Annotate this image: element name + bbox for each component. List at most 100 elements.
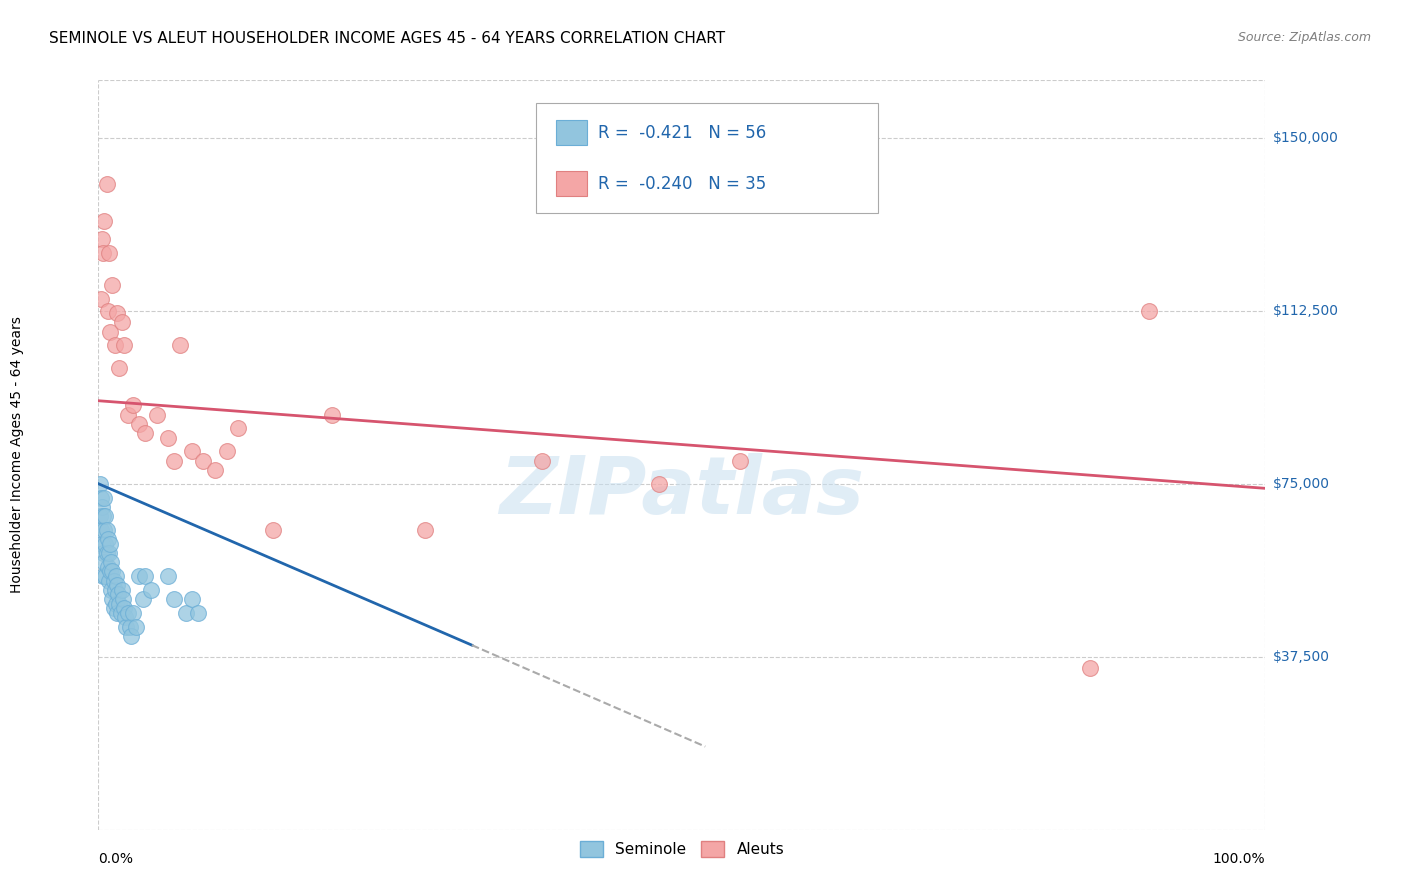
Point [215, 444, 238, 458]
Point [122, 398, 145, 412]
Point [117, 408, 139, 422]
Point [104, 597, 127, 611]
Point [105, 606, 128, 620]
Point [117, 606, 139, 620]
Text: 0.0%: 0.0% [98, 852, 134, 866]
Point [169, 338, 191, 352]
Legend: Seminole, Aleuts: Seminole, Aleuts [574, 835, 790, 863]
Point [1137, 303, 1160, 318]
Point [134, 569, 156, 583]
Text: R =  -0.240   N = 35: R = -0.240 N = 35 [598, 175, 766, 193]
Point [128, 417, 150, 431]
Point [163, 453, 186, 467]
Text: $37,500: $37,500 [1272, 649, 1330, 664]
Point [96, 177, 118, 191]
Point [228, 421, 250, 435]
Point [94, 537, 117, 551]
Point [174, 606, 197, 620]
Point [111, 582, 134, 597]
Point [98, 325, 121, 339]
Point [91, 546, 114, 560]
Point [204, 463, 226, 477]
Text: SEMINOLE VS ALEUT HOUSEHOLDER INCOME AGES 45 - 64 YEARS CORRELATION CHART: SEMINOLE VS ALEUT HOUSEHOLDER INCOME AGE… [49, 31, 725, 46]
Point [91, 569, 114, 583]
Point [94, 569, 117, 583]
Point [111, 315, 134, 329]
Point [91, 508, 114, 523]
Point [97, 546, 120, 560]
Point [110, 606, 132, 620]
Point [108, 597, 131, 611]
Point [193, 453, 215, 467]
Point [105, 578, 128, 592]
Point [101, 278, 124, 293]
Point [413, 523, 436, 537]
Point [107, 587, 129, 601]
Point [97, 574, 120, 588]
Point [111, 592, 134, 607]
Point [157, 569, 180, 583]
Point [96, 523, 118, 537]
Point [90, 293, 112, 307]
Point [90, 523, 112, 537]
Text: $112,500: $112,500 [1272, 304, 1339, 318]
Point [125, 620, 148, 634]
Point [93, 214, 115, 228]
Point [101, 592, 124, 607]
Point [101, 565, 124, 579]
Point [98, 537, 121, 551]
Point [100, 555, 122, 569]
Point [157, 431, 180, 445]
Point [100, 582, 122, 597]
Point [647, 476, 669, 491]
Point [93, 555, 115, 569]
Point [96, 546, 118, 560]
Point [89, 476, 111, 491]
Point [93, 491, 115, 505]
Point [115, 620, 138, 634]
Point [180, 592, 202, 607]
Point [118, 620, 141, 634]
Text: 100.0%: 100.0% [1213, 852, 1265, 866]
Point [104, 338, 127, 352]
Point [90, 232, 112, 246]
Point [93, 523, 115, 537]
Point [89, 508, 111, 523]
Text: $75,000: $75,000 [1272, 476, 1330, 491]
Point [98, 565, 121, 579]
Point [112, 338, 135, 352]
Point [103, 601, 125, 615]
Point [112, 601, 135, 615]
Point [104, 569, 127, 583]
Point [134, 425, 156, 440]
Text: Householder Income Ages 45 - 64 years: Householder Income Ages 45 - 64 years [10, 317, 24, 593]
Point [262, 523, 284, 537]
Point [90, 500, 112, 514]
Point [90, 537, 112, 551]
Point [120, 629, 142, 643]
Text: Source: ZipAtlas.com: Source: ZipAtlas.com [1237, 31, 1371, 45]
Point [1080, 661, 1102, 675]
Point [97, 559, 120, 574]
Point [97, 532, 120, 546]
Point [91, 246, 114, 260]
Point [94, 508, 117, 523]
Point [108, 361, 131, 376]
Point [180, 444, 202, 458]
Point [139, 582, 162, 597]
Point [105, 306, 128, 320]
Point [114, 610, 136, 624]
Point [530, 453, 553, 467]
Text: $150,000: $150,000 [1272, 131, 1339, 145]
Point [146, 408, 169, 422]
Point [103, 574, 125, 588]
Text: ZIPatlas: ZIPatlas [499, 453, 865, 532]
Point [187, 606, 209, 620]
Point [163, 592, 186, 607]
Point [132, 592, 155, 607]
Point [122, 606, 145, 620]
Point [104, 582, 127, 597]
Point [321, 408, 343, 422]
Point [97, 246, 120, 260]
Point [730, 453, 752, 467]
